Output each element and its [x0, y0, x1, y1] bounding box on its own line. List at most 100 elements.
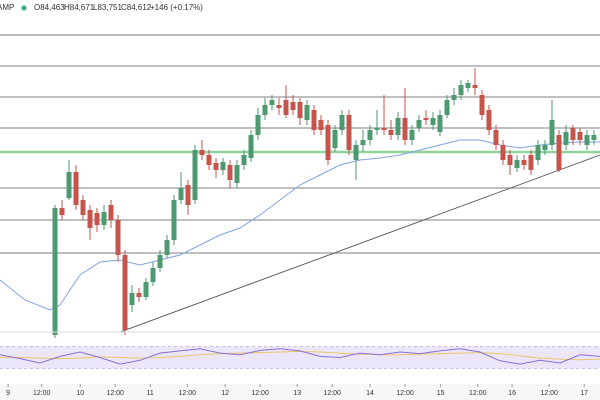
candle-body	[297, 102, 303, 118]
candle-body	[241, 155, 247, 165]
candle-body	[472, 85, 478, 88]
candle-body	[549, 120, 555, 145]
candle-body	[430, 118, 436, 125]
candle-body	[199, 150, 205, 155]
candle-body	[290, 102, 296, 110]
candle-body	[164, 240, 170, 255]
candle-body	[458, 85, 464, 95]
candle-body	[227, 165, 233, 180]
x-tick-label: 12	[221, 390, 229, 397]
candle-body	[346, 115, 352, 150]
candle-body	[353, 145, 359, 160]
oscillator-line	[0, 348, 600, 365]
candle-body	[500, 145, 506, 160]
x-tick-label: 14	[366, 390, 374, 397]
x-tick-label: 12:00	[106, 390, 124, 397]
candle-body	[129, 293, 135, 305]
candle-body	[528, 155, 534, 170]
candle-body	[584, 135, 590, 145]
candle-body	[339, 115, 345, 130]
candle-body	[255, 115, 261, 135]
x-tick-label: 12:00	[179, 390, 197, 397]
plot	[0, 34, 600, 369]
candle-body	[360, 140, 366, 145]
x-axis-bar	[0, 384, 600, 400]
candle-body	[94, 213, 100, 225]
candle-body	[213, 163, 219, 170]
x-tick-label: 12:00	[469, 390, 487, 397]
candle-body	[507, 155, 513, 165]
candle-body	[591, 135, 597, 140]
ohlc-open: O84,463	[34, 3, 65, 12]
candle-body	[283, 100, 289, 115]
candle-body	[423, 118, 429, 120]
candle-body	[556, 135, 562, 170]
candle-body	[325, 125, 331, 160]
candle-body	[402, 118, 408, 140]
x-tick-label: 10	[76, 390, 84, 397]
candle-body	[52, 208, 58, 335]
candle-body	[87, 210, 93, 228]
candle-body	[304, 105, 310, 120]
candle-body	[535, 145, 541, 160]
candle-body	[150, 268, 156, 282]
candle-body	[66, 172, 72, 198]
ohlc-close: C84,612	[121, 3, 152, 12]
x-tick-label: 12:00	[251, 390, 269, 397]
candle-body	[416, 120, 422, 128]
x-tick-label: 16	[508, 390, 516, 397]
candle-body	[157, 255, 163, 268]
candle-body	[318, 120, 324, 130]
candle-body	[493, 130, 499, 145]
x-tick-label: 12:00	[323, 390, 341, 397]
x-tick-label: 9	[6, 390, 10, 397]
candle-body	[220, 162, 226, 170]
candle-body	[479, 95, 485, 115]
x-tick-label: 17	[580, 390, 588, 397]
candle-body	[444, 100, 450, 115]
ohlc-low: L83,751	[93, 3, 122, 12]
candle-body	[178, 188, 184, 200]
candle-body	[514, 160, 520, 168]
candle-body	[185, 185, 191, 205]
candle-body	[73, 172, 79, 205]
header-bar	[0, 0, 600, 16]
candle-body	[437, 115, 443, 132]
candle-body	[542, 145, 548, 150]
candle-body	[374, 128, 380, 130]
candle-body	[332, 130, 338, 148]
candle-body	[171, 200, 177, 240]
candle-body	[101, 212, 107, 225]
candle-body	[577, 132, 583, 140]
status-dot	[21, 5, 27, 11]
x-tick-label: 12:00	[33, 390, 51, 397]
x-tick-label: 15	[437, 390, 445, 397]
candle-body	[465, 83, 471, 88]
x-tick-label: 13	[293, 390, 301, 397]
candle-body	[521, 160, 527, 165]
candle-body	[486, 110, 492, 130]
candle-body	[206, 155, 212, 165]
candle-body	[388, 130, 394, 135]
candle-body	[367, 130, 373, 140]
candle-body	[381, 128, 387, 130]
candle-body	[409, 130, 415, 140]
candle-body	[108, 205, 114, 220]
candle-body	[234, 165, 240, 183]
symbol: AMP	[0, 3, 14, 12]
x-tick-label: 12:00	[396, 390, 414, 397]
candle-body	[563, 132, 569, 145]
candle-body	[59, 208, 65, 215]
candle-body	[248, 135, 254, 158]
candle-body	[143, 282, 149, 297]
candle-body	[122, 255, 128, 330]
candle-body	[115, 220, 121, 255]
candle-body	[80, 200, 86, 215]
candle-body	[395, 118, 401, 135]
x-tick-label: 11	[147, 390, 154, 397]
candle-body	[136, 293, 142, 297]
ohlc-high: H84,671	[64, 3, 95, 12]
candle-body	[570, 128, 576, 140]
